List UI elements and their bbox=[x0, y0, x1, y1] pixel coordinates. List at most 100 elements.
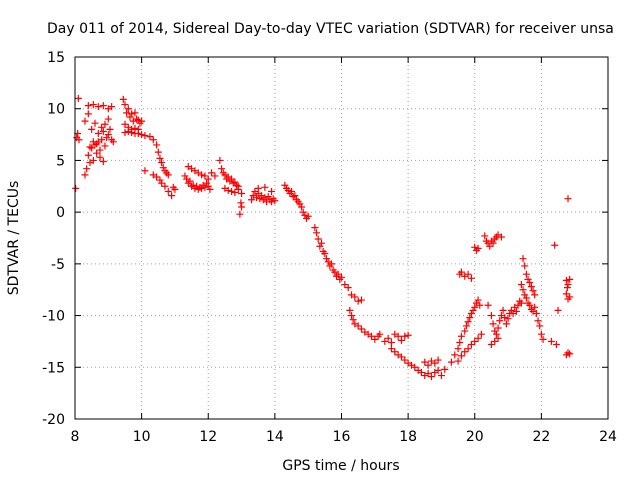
data-point bbox=[138, 117, 146, 125]
data-point bbox=[354, 297, 362, 305]
data-point bbox=[236, 210, 244, 218]
data-point bbox=[228, 187, 236, 195]
data-point bbox=[253, 194, 261, 202]
data-point bbox=[93, 140, 101, 148]
data-point bbox=[381, 337, 389, 345]
data-point bbox=[552, 341, 560, 349]
data-point bbox=[171, 185, 179, 193]
y-axis: -20 -15 -10 -5 0 5 10 15 bbox=[42, 50, 608, 428]
data-point bbox=[164, 171, 172, 179]
data-point bbox=[211, 172, 219, 180]
data-point bbox=[99, 157, 107, 165]
data-point bbox=[441, 365, 449, 373]
data-point bbox=[474, 296, 482, 304]
data-point bbox=[391, 348, 399, 356]
data-point bbox=[456, 338, 464, 346]
data-point bbox=[156, 176, 164, 184]
data-point bbox=[564, 195, 572, 203]
data-point bbox=[83, 165, 91, 173]
data-point bbox=[531, 291, 539, 299]
x-tick-label: 18 bbox=[399, 429, 417, 445]
data-point bbox=[198, 184, 206, 192]
data-point bbox=[501, 314, 509, 322]
data-point bbox=[81, 117, 89, 125]
data-point bbox=[149, 136, 157, 144]
data-point bbox=[138, 131, 146, 139]
data-point bbox=[476, 301, 484, 309]
data-point bbox=[411, 363, 419, 371]
data-point bbox=[201, 183, 209, 191]
data-point bbox=[106, 125, 114, 133]
data-point bbox=[536, 322, 544, 330]
data-point bbox=[121, 129, 129, 137]
data-point bbox=[231, 178, 239, 186]
data-point bbox=[264, 193, 272, 201]
data-point bbox=[134, 116, 142, 124]
data-point bbox=[304, 212, 312, 220]
data-point bbox=[318, 239, 326, 247]
data-point bbox=[198, 171, 206, 179]
data-point bbox=[208, 169, 216, 177]
data-point bbox=[281, 181, 289, 189]
data-point bbox=[153, 173, 161, 181]
data-point bbox=[464, 270, 472, 278]
x-tick-label: 8 bbox=[71, 429, 80, 445]
data-point bbox=[563, 284, 571, 292]
data-point bbox=[524, 275, 532, 283]
data-point bbox=[141, 167, 149, 175]
data-point bbox=[492, 330, 500, 338]
data-point bbox=[301, 211, 309, 219]
data-point bbox=[464, 318, 472, 326]
data-point bbox=[91, 119, 99, 127]
data-point bbox=[491, 327, 499, 335]
data-point bbox=[248, 196, 256, 204]
data-point bbox=[261, 194, 269, 202]
data-point bbox=[238, 190, 246, 198]
data-point bbox=[526, 301, 534, 309]
data-point bbox=[224, 186, 232, 194]
data-point bbox=[268, 198, 276, 206]
data-point bbox=[454, 357, 462, 365]
data-point bbox=[537, 330, 545, 338]
data-point bbox=[159, 164, 167, 172]
data-point bbox=[467, 274, 475, 282]
data-point bbox=[119, 95, 127, 103]
data-point bbox=[344, 284, 352, 292]
data-point bbox=[231, 188, 239, 196]
chart-title: Day 011 of 2014, Sidereal Day-to-day VTE… bbox=[47, 21, 614, 37]
data-point bbox=[161, 182, 169, 190]
data-point bbox=[497, 233, 505, 241]
y-tick-label: -15 bbox=[42, 360, 65, 376]
data-point bbox=[401, 332, 409, 340]
data-point bbox=[447, 358, 455, 366]
data-point bbox=[489, 320, 497, 328]
data-point bbox=[313, 229, 321, 237]
data-point bbox=[164, 187, 172, 195]
x-tick-label: 10 bbox=[133, 429, 151, 445]
data-point bbox=[88, 125, 96, 133]
data-point bbox=[238, 203, 246, 211]
y-axis-label: SDTVAR / TECUs bbox=[6, 181, 22, 296]
data-point bbox=[457, 332, 465, 340]
data-point bbox=[461, 348, 469, 356]
data-point bbox=[216, 156, 224, 164]
data-point bbox=[204, 182, 212, 190]
data-point bbox=[203, 179, 211, 187]
data-point bbox=[268, 187, 276, 195]
x-tick-label: 24 bbox=[599, 429, 617, 445]
y-tick-label: 15 bbox=[47, 50, 65, 66]
data-point bbox=[477, 330, 485, 338]
data-point bbox=[474, 334, 482, 342]
data-point bbox=[193, 182, 201, 190]
data-point bbox=[484, 301, 492, 309]
data-point bbox=[228, 175, 236, 183]
x-axis-label: GPS time / hours bbox=[282, 458, 399, 474]
data-point bbox=[153, 141, 161, 149]
data-point bbox=[128, 110, 136, 118]
data-point bbox=[94, 103, 102, 111]
data-point bbox=[296, 200, 304, 208]
x-tick-label: 14 bbox=[266, 429, 284, 445]
data-point bbox=[437, 372, 445, 380]
data-point bbox=[351, 293, 359, 301]
data-point bbox=[454, 345, 462, 353]
